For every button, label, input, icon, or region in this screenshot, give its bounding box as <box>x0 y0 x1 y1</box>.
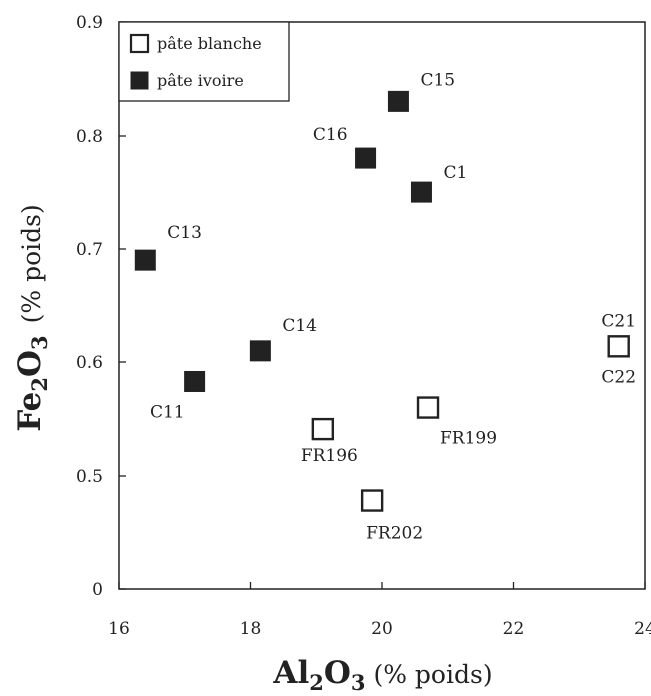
legend-marker-filled <box>130 71 149 90</box>
point-label: C15 <box>420 70 455 90</box>
legend-label-ivoire: pâte ivoire <box>157 71 244 90</box>
point-label: FR202 <box>366 524 423 544</box>
x-axis-title-sub2: 3 <box>351 670 366 695</box>
point-filled-square <box>249 340 271 362</box>
y-axis-title-unit: (% poids) <box>17 204 46 323</box>
point-label: C11 <box>150 402 185 422</box>
y-tick-label: 0.9 <box>76 13 103 33</box>
y-axis-title-sub2: 3 <box>27 335 52 350</box>
point-label: C22 <box>601 367 636 387</box>
point-filled-square <box>355 147 377 169</box>
point-label: FR199 <box>440 429 497 449</box>
legend-marker-open <box>129 33 150 54</box>
point-open-square <box>360 489 384 512</box>
y-axis-title-main: Fe <box>12 392 48 432</box>
point-label: FR196 <box>301 446 358 466</box>
point-labels: C21 C22 FR199 FR196 FR202 C15 C16 C1 C13 C14 C11 <box>150 70 636 543</box>
axis-ticks: 16 18 20 22 24 0 0.5 0.6 0.7 0.8 0.9 <box>76 13 651 639</box>
y-axis-title-sub1: 2 <box>27 377 52 392</box>
x-tick-label: 22 <box>503 619 525 639</box>
x-tick-label: 20 <box>371 619 393 639</box>
point-label: C13 <box>167 223 202 243</box>
point-label: C21 <box>601 311 636 331</box>
point-filled-square <box>134 249 156 271</box>
point-filled-square <box>184 370 206 392</box>
x-axis-title-main: Al <box>272 655 309 691</box>
y-axis-title-mid: O <box>12 350 48 377</box>
point-filled-square <box>387 90 409 112</box>
point-filled-square <box>410 181 432 203</box>
x-axis-title-sub1: 2 <box>309 670 324 695</box>
point-open-square <box>311 417 335 441</box>
x-tick-label: 24 <box>634 619 651 639</box>
x-tick-label: 16 <box>108 619 130 639</box>
point-open-square <box>416 396 440 419</box>
x-tick-label: 18 <box>240 619 262 639</box>
y-tick-label: 0.8 <box>76 127 103 147</box>
point-label: C16 <box>313 125 348 145</box>
y-axis-title: Fe2O3 (% poids) <box>12 204 52 431</box>
x-axis-title-mid: O <box>324 655 351 691</box>
point-label: C1 <box>443 163 467 183</box>
y-tick-label: 0.5 <box>76 467 103 487</box>
y-tick-label: 0 <box>92 580 103 600</box>
y-tick-label: 0.7 <box>76 240 103 260</box>
point-label: C14 <box>282 316 317 336</box>
legend: pâte blanche pâte ivoire <box>118 21 290 102</box>
data-points <box>134 90 630 512</box>
legend-label-blanche: pâte blanche <box>157 34 262 53</box>
point-open-square <box>607 335 630 358</box>
y-tick-label: 0.6 <box>76 353 103 373</box>
x-axis-title-unit: (% poids) <box>366 660 493 689</box>
x-axis-title: Al2O3 (% poids) <box>272 655 492 695</box>
